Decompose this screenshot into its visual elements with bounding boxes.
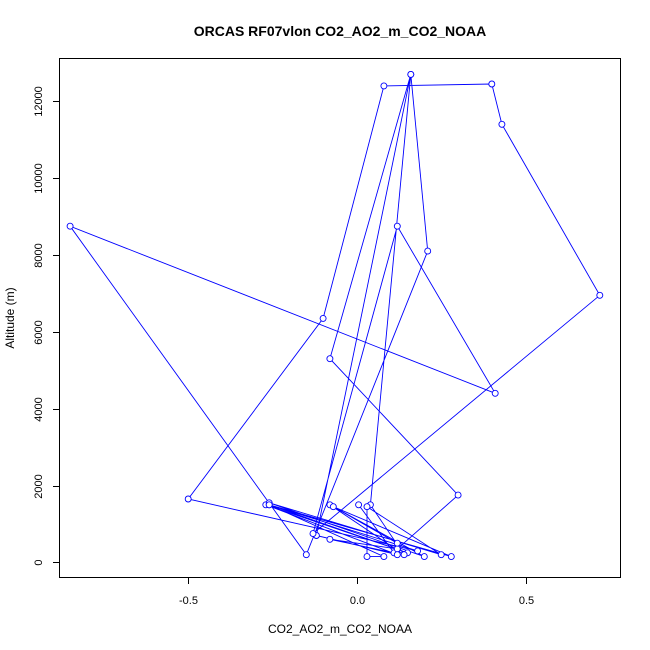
data-point — [596, 291, 604, 299]
y-tick-label: 10000 — [33, 163, 45, 194]
y-axis: 0 2000 4000 6000 8000 10000 12000 — [33, 86, 60, 566]
y-tick-label: 12000 — [33, 86, 45, 117]
y-tick-label: 2000 — [33, 474, 45, 498]
y-tick-label: 6000 — [33, 320, 45, 344]
data-point — [363, 553, 371, 561]
data-point — [420, 553, 428, 561]
data-point — [393, 222, 401, 230]
data-point — [454, 491, 462, 499]
data-point — [424, 247, 432, 255]
data-point — [265, 501, 273, 509]
y-tick-label: 4000 — [33, 397, 45, 421]
chart-title: ORCAS RF07vlon CO2_AO2_m_CO2_NOAA — [194, 23, 487, 39]
series-layer — [66, 70, 604, 561]
data-point — [66, 222, 74, 230]
data-point — [319, 314, 327, 322]
x-axis-label: CO2_AO2_m_CO2_NOAA — [268, 622, 412, 636]
y-tick-label: 8000 — [33, 243, 45, 267]
data-point — [363, 503, 371, 511]
data-point — [380, 82, 388, 90]
y-tick-label: 0 — [33, 559, 45, 565]
x-axis: -0.5 0.0 0.5 — [179, 577, 534, 607]
data-point — [498, 120, 506, 128]
x-tick-label: -0.5 — [179, 595, 198, 607]
data-point — [488, 80, 496, 88]
data-point — [491, 389, 499, 397]
data-point — [447, 553, 455, 561]
plot-area — [59, 58, 621, 578]
x-tick-label: 0.0 — [350, 595, 365, 607]
data-point — [329, 503, 337, 511]
series-line — [68, 74, 601, 558]
data-point — [355, 501, 363, 509]
x-tick-label: 0.5 — [519, 595, 534, 607]
data-point — [437, 551, 445, 559]
data-point — [380, 553, 388, 561]
y-axis-label: Altitude (m) — [3, 287, 17, 348]
data-point — [414, 547, 422, 555]
data-point — [393, 551, 401, 559]
data-point — [309, 530, 317, 538]
data-point — [302, 551, 310, 559]
data-point — [393, 539, 401, 547]
data-point — [400, 551, 408, 559]
data-point — [326, 535, 334, 543]
data-point — [184, 495, 192, 503]
data-point — [393, 545, 401, 553]
data-point — [326, 355, 334, 363]
data-point — [407, 70, 415, 78]
